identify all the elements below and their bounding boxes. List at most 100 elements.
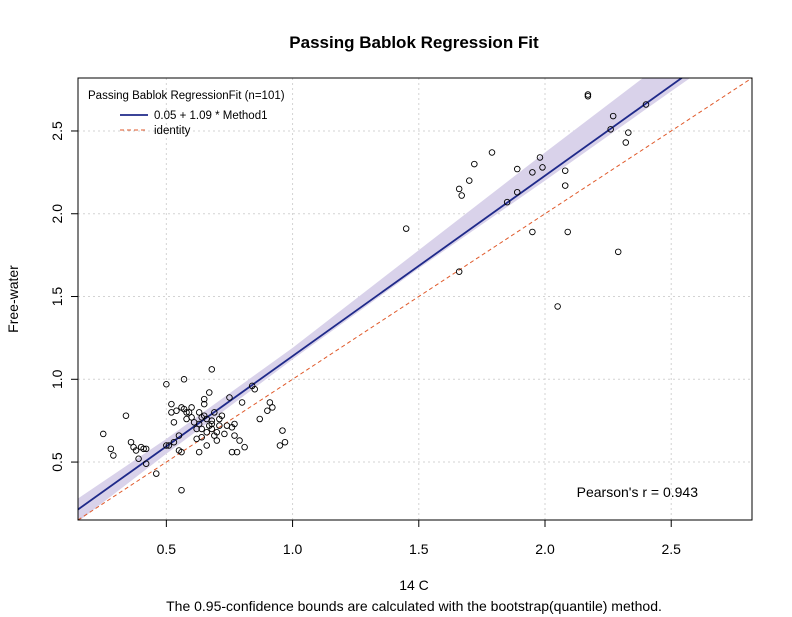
- data-point: [163, 442, 170, 449]
- data-point: [168, 400, 175, 408]
- data-point: [195, 448, 203, 456]
- data-point: [198, 425, 205, 433]
- data-point: [264, 407, 271, 414]
- data-point: [458, 192, 465, 199]
- data-point: [195, 420, 203, 428]
- data-point: [200, 400, 208, 408]
- data-point: [221, 430, 228, 438]
- data-point: [198, 433, 205, 441]
- data-point: [107, 445, 115, 453]
- data-point: [183, 409, 190, 416]
- data-point: [402, 225, 410, 232]
- data-point: [529, 228, 536, 236]
- data-point: [208, 366, 216, 373]
- data-point: [609, 112, 617, 120]
- x-axis-label: 14 C: [399, 577, 429, 593]
- data-point: [153, 470, 160, 477]
- legend-entry-identity: identity: [154, 125, 191, 137]
- data-point: [195, 409, 203, 416]
- data-point: [276, 442, 284, 449]
- data-point: [236, 437, 243, 444]
- data-point: [539, 164, 546, 171]
- y-tick-label-1: 1.0: [49, 369, 65, 389]
- pearson-annotation: Pearson's r = 0.943: [577, 484, 699, 500]
- data-point: [213, 437, 221, 444]
- data-point: [168, 409, 175, 416]
- data-point: [279, 427, 286, 434]
- y-tick-label-3: 2.0: [49, 204, 65, 224]
- data-point: [170, 419, 178, 426]
- data-point: [135, 455, 142, 462]
- regression-line: [78, 78, 684, 511]
- data-point: [193, 425, 200, 433]
- data-point: [614, 248, 622, 256]
- data-point: [455, 268, 463, 275]
- data-point: [466, 177, 473, 184]
- data-point: [607, 126, 614, 133]
- data-point: [163, 381, 170, 388]
- data-point: [561, 167, 569, 174]
- data-point: [203, 429, 210, 436]
- data-point: [99, 430, 107, 438]
- data-point: [584, 92, 592, 100]
- legend-title: Passing Bablok RegressionFit (n=101): [88, 90, 285, 102]
- data-point: [622, 139, 630, 146]
- data-point: [208, 425, 216, 433]
- data-point: [251, 385, 258, 393]
- data-point: [256, 415, 264, 423]
- data-point: [238, 399, 246, 406]
- data-point: [213, 429, 221, 436]
- data-point: [503, 198, 511, 206]
- x-tick-label-1: 1.0: [283, 541, 303, 557]
- data-point: [228, 448, 236, 456]
- plot-border: [77, 77, 753, 521]
- data-point: [208, 420, 216, 428]
- y-tick-label-2: 1.5: [49, 287, 65, 307]
- x-tick-label-3: 2.0: [535, 541, 555, 557]
- data-point: [584, 91, 592, 98]
- data-point: [178, 448, 185, 456]
- data-point: [226, 394, 233, 401]
- data-point: [110, 452, 117, 459]
- data-point: [200, 395, 208, 403]
- x-tick-label-0: 0.5: [157, 541, 177, 557]
- data-point: [208, 417, 216, 424]
- chart-title: Passing Bablok Regression Fit: [289, 33, 539, 52]
- data-point: [218, 412, 226, 419]
- data-point: [185, 409, 193, 416]
- data-point: [231, 420, 238, 428]
- data-point: [200, 412, 208, 419]
- data-point: [142, 460, 150, 467]
- grid: [78, 78, 752, 520]
- data-point: [471, 160, 478, 168]
- data-point: [241, 443, 248, 451]
- data-point: [165, 442, 173, 449]
- data-point: [488, 149, 496, 156]
- plot-area: [78, 78, 752, 520]
- x-axis: 0.5 1.0 1.5 2.0 2.5: [157, 520, 681, 557]
- y-axis-label: Free-water: [5, 265, 21, 333]
- y-tick-label-0: 0.5: [49, 452, 65, 472]
- footnote: The 0.95-confidence bounds are calculate…: [166, 598, 662, 614]
- data-point: [175, 432, 183, 439]
- y-tick-label-4: 2.5: [49, 121, 65, 141]
- data-point: [233, 448, 241, 456]
- data-point: [180, 376, 188, 383]
- data-point: [216, 422, 223, 429]
- data-points: [99, 91, 650, 494]
- data-point: [513, 165, 521, 173]
- data-point: [561, 182, 569, 189]
- legend: Passing Bablok RegressionFit (n=101) 0.0…: [88, 90, 285, 137]
- data-point: [211, 409, 218, 416]
- data-point: [564, 228, 571, 236]
- data-point: [554, 303, 561, 310]
- data-point: [188, 404, 195, 411]
- identity-line: [78, 78, 752, 520]
- data-point: [127, 438, 135, 446]
- data-point: [536, 154, 544, 161]
- legend-entry-regression: 0.05 + 1.09 * Method1: [154, 110, 268, 122]
- data-point: [140, 445, 147, 453]
- data-point: [170, 438, 178, 446]
- data-point: [642, 101, 650, 108]
